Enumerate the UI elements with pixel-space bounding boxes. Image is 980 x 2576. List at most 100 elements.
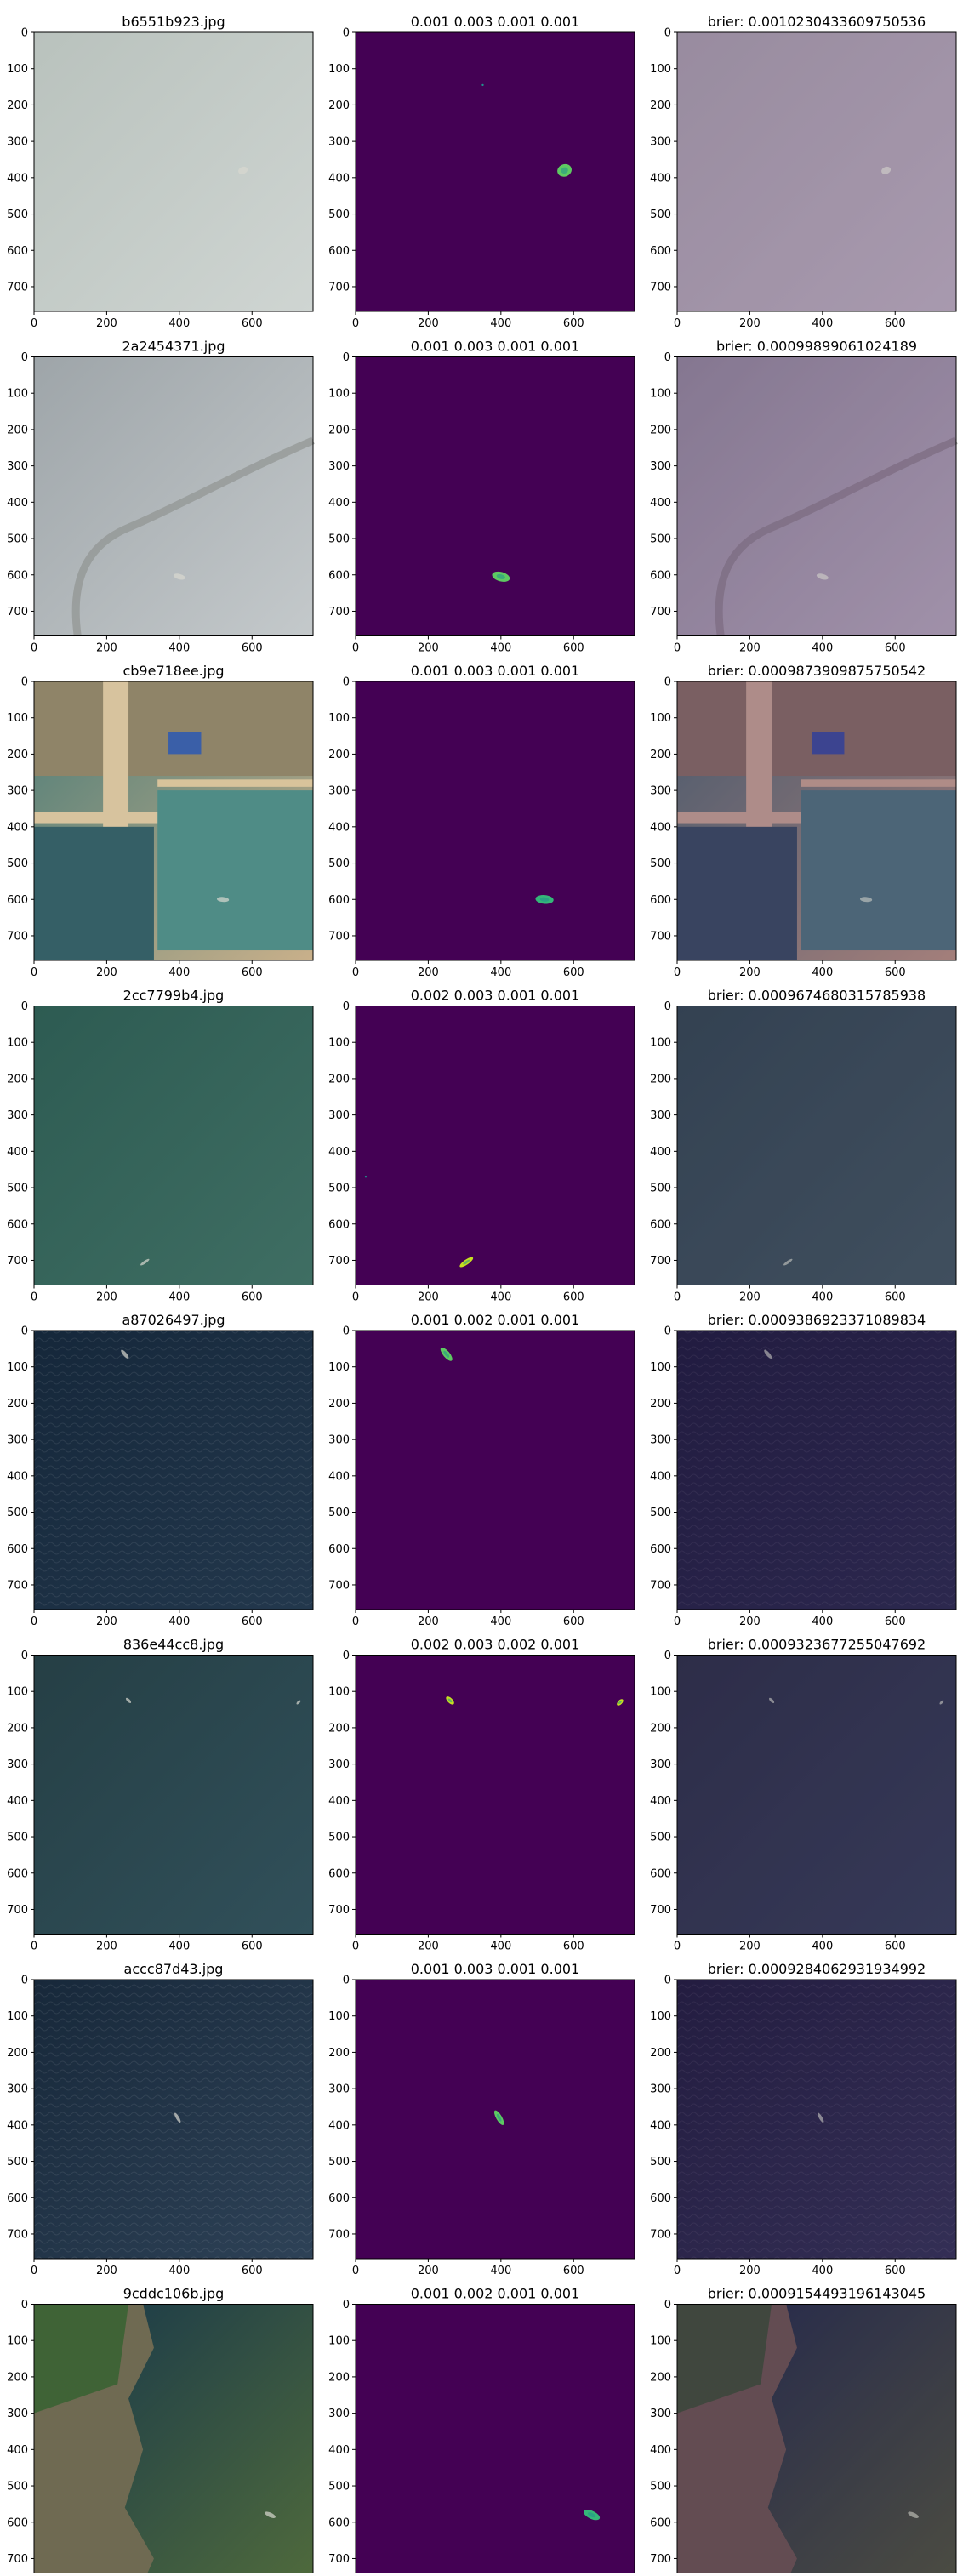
y-tick-label: 100 (7, 1037, 28, 1050)
x-tick-label: 400 (812, 642, 833, 655)
y-tick-label: 300 (650, 2408, 671, 2420)
axes-frame (33, 1655, 314, 1935)
y-tick-label: 100 (650, 1037, 671, 1050)
y-tick-label: 600 (7, 245, 28, 258)
y-tick-label: 700 (328, 1904, 350, 1917)
x-tick-label: 600 (885, 1291, 906, 1304)
y-tick-label: 100 (328, 2010, 350, 2023)
x-tick-label: 600 (885, 1941, 906, 1953)
x-tick-label: 200 (418, 642, 439, 655)
x-tick-label: 400 (490, 317, 511, 330)
y-tick-label: 100 (650, 2010, 671, 2023)
y-tick-label: 0 (343, 1000, 350, 1013)
y-tick-label: 300 (7, 1758, 28, 1771)
x-tick-label: 400 (168, 317, 190, 330)
y-tick-label: 200 (7, 2047, 28, 2060)
x-tick-label: 200 (96, 317, 117, 330)
y-tick-label: 200 (650, 424, 671, 436)
y-tick-label: 400 (7, 1470, 28, 1483)
x-tick-label: 600 (242, 642, 263, 655)
y-tick-label: 300 (328, 1109, 350, 1122)
overlay-title: brier: 0.0009674680315785938 (708, 988, 926, 1004)
y-tick-label: 700 (328, 1579, 350, 1592)
overlay-title: brier: 0.0009873909875750542 (708, 663, 926, 679)
mask-overlay-tint (677, 1006, 956, 1285)
y-tick-label: 300 (328, 1434, 350, 1447)
y-tick-label: 400 (328, 2444, 350, 2457)
x-tick-label: 600 (885, 2265, 906, 2277)
y-tick-label: 600 (7, 2192, 28, 2205)
x-tick-label: 200 (96, 1291, 117, 1304)
y-tick-label: 400 (328, 1795, 350, 1808)
y-tick-label: 300 (7, 2083, 28, 2096)
y-tick-label: 400 (650, 1146, 671, 1159)
y-tick-label: 0 (21, 351, 28, 364)
y-tick-label: 300 (650, 136, 671, 149)
scene-background (677, 32, 956, 311)
y-tick-label: 700 (328, 930, 350, 943)
y-tick-label: 100 (7, 388, 28, 401)
mask-overlay-tint (677, 681, 956, 960)
image-panel: 0 200 400 600 0 100 200 300 400 500 600 700 2a245437… (7, 339, 315, 655)
y-tick-label: 700 (7, 1904, 28, 1917)
ship (768, 1697, 775, 1703)
overlay-title: brier: 0.0009154493196143045 (708, 2286, 926, 2302)
mask-background (356, 681, 635, 960)
y-tick-label: 300 (328, 2408, 350, 2420)
mask-overlay-tint (677, 1331, 956, 1610)
x-tick-label: 200 (96, 2265, 117, 2277)
y-tick-label: 600 (7, 1218, 28, 1231)
y-tick-label: 0 (21, 1975, 28, 1987)
figure-row-8: 0 200 400 600 0 100 200 300 400 500 600 700 9cddc106… (7, 2286, 957, 2576)
y-tick-label: 0 (664, 2299, 671, 2311)
x-tick-label: 200 (418, 1291, 439, 1304)
x-tick-label: 200 (418, 1616, 439, 1628)
x-tick-label: 0 (31, 1616, 37, 1628)
ship (816, 573, 829, 580)
y-tick-label: 400 (328, 1146, 350, 1159)
image-title: b6551b923.jpg (122, 14, 225, 30)
wave-texture (34, 1331, 313, 1610)
y-tick-label: 200 (7, 100, 28, 112)
mask-title: 0.001 0.003 0.001 0.001 (411, 1961, 579, 1977)
x-tick-label: 0 (352, 317, 359, 330)
axes-frame (33, 1330, 314, 1610)
y-tick-label: 700 (650, 2228, 671, 2241)
axes-frame (676, 31, 957, 312)
y-tick-label: 700 (328, 2553, 350, 2566)
axes-frame (355, 681, 635, 961)
ship (238, 166, 248, 174)
y-tick-label: 200 (650, 2047, 671, 2060)
y-tick-label: 0 (21, 1000, 28, 1013)
y-tick-label: 0 (664, 676, 671, 689)
figure-row-6: 0 200 400 600 0 100 200 300 400 500 600 700 836e44cc… (7, 1637, 957, 1953)
y-tick-label: 600 (7, 569, 28, 582)
overlay-panel: 0 200 400 600 0 100 200 300 400 500 600 700 brier: 0… (650, 988, 957, 1304)
y-tick-label: 100 (328, 1686, 350, 1699)
mask-core (587, 2512, 596, 2518)
y-tick-label: 500 (650, 1183, 671, 1195)
shoreline (71, 436, 315, 637)
x-tick-label: 200 (739, 642, 761, 655)
y-tick-label: 600 (328, 2192, 350, 2205)
y-tick-label: 100 (650, 712, 671, 725)
y-tick-label: 400 (7, 2444, 28, 2457)
y-tick-label: 100 (650, 2335, 671, 2348)
mask-background (356, 32, 635, 311)
y-tick-label: 700 (650, 1255, 671, 1268)
figure-row-4: 0 200 400 600 0 100 200 300 400 500 600 700 2cc7799b… (7, 988, 957, 1304)
x-tick-label: 200 (739, 1616, 761, 1628)
overlay-title: brier: 0.0010230433609750536 (708, 14, 926, 30)
mask-title: 0.002 0.003 0.002 0.001 (411, 1637, 579, 1653)
axes-frame (676, 1979, 957, 2260)
axes-frame (355, 31, 635, 312)
y-tick-label: 600 (328, 2516, 350, 2529)
y-tick-label: 300 (7, 1434, 28, 1447)
y-tick-label: 200 (7, 1073, 28, 1086)
scene-background (34, 1006, 313, 1285)
pier (677, 812, 805, 824)
mask-panel: 0 200 400 600 0 100 200 300 400 500 600 700 0.001 0.… (328, 339, 635, 655)
x-tick-label: 400 (168, 1616, 190, 1628)
x-tick-label: 400 (490, 642, 511, 655)
x-tick-label: 400 (490, 966, 511, 979)
